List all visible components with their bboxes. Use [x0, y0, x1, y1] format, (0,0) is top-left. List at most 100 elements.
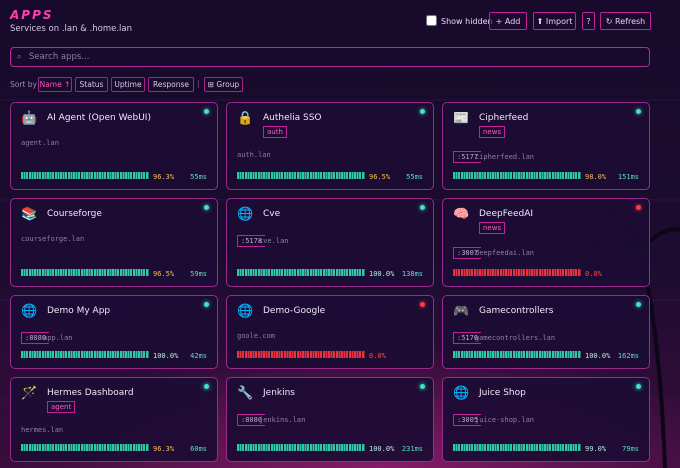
app-host: hermes.lan: [21, 426, 64, 434]
sort-button[interactable]: Uptime: [111, 77, 145, 92]
status-dot: [204, 109, 209, 114]
status-dot: [636, 384, 641, 389]
app-host: gamecontrollers.lan: [475, 334, 556, 342]
sort-button[interactable]: Status: [75, 77, 108, 92]
app-icon: 🔧: [237, 386, 254, 401]
app-port: :3007: [453, 247, 482, 259]
status-dot: [636, 109, 641, 114]
app-host: jenkins.lan: [259, 416, 306, 424]
app-icon: 🪄: [21, 386, 38, 401]
app-card[interactable]: 🔒 Authelia SSO auth auth.lan 96.5% 55ms: [226, 102, 434, 190]
uptime-percent: 96.5%: [153, 270, 175, 278]
uptime-percent: 96.3%: [153, 445, 175, 453]
app-name: AI Agent (Open WebUI): [47, 113, 151, 123]
status-dot: [636, 205, 641, 210]
import-button[interactable]: ⬆ Import: [533, 12, 576, 30]
uptime-bar: [21, 444, 149, 451]
uptime-percent: 100.0%: [153, 352, 179, 360]
app-host: app.lan: [43, 334, 73, 342]
help-button[interactable]: ?: [582, 12, 595, 30]
app-name: Authelia SSO: [263, 113, 322, 123]
status-dot: [204, 384, 209, 389]
app-icon: 📚: [21, 207, 38, 222]
uptime-bar: [453, 444, 581, 451]
separator: |: [197, 79, 200, 88]
status-dot: [420, 302, 425, 307]
sort-button[interactable]: Name ↑: [38, 77, 72, 92]
app-host: auth.lan: [237, 151, 271, 159]
app-name: Cipherfeed: [479, 113, 529, 123]
app-icon: 🧠: [453, 207, 470, 222]
app-host: deepfeedai.lan: [475, 249, 535, 257]
app-name: Hermes Dashboard: [47, 388, 134, 398]
app-host: courseforge.lan: [21, 235, 85, 243]
app-port: :5177: [453, 151, 482, 163]
show-hidden-label[interactable]: Show hidden: [441, 17, 493, 26]
app-card[interactable]: 🎮 Gamecontrollers:5176 gamecontrollers.lan…: [442, 295, 650, 369]
response-time: 55ms: [190, 173, 207, 181]
app-card[interactable]: 🤖 AI Agent (Open WebUI) agent.lan 96.3% 55ms: [10, 102, 218, 190]
app-name: DeepFeedAI: [479, 209, 533, 219]
search-placeholder: Search apps...: [29, 52, 90, 62]
response-time: 231ms: [401, 445, 423, 453]
app-grid: 🤖 AI Agent (Open WebUI) agent.lan 96.3% 55ms…: [10, 102, 650, 462]
app-name: Juice Shop: [479, 388, 526, 398]
uptime-percent: 0.0%: [369, 352, 386, 360]
app-name: Demo-Google: [263, 306, 326, 316]
app-name: Cve: [263, 209, 281, 219]
app-icon: 🔒: [237, 111, 254, 126]
app-card[interactable]: 📰 Cipherfeed news :5177 cipherfeed.lan 98.0% 1…: [442, 102, 650, 190]
app-name: Courseforge: [47, 209, 102, 219]
app-tag: news: [479, 126, 506, 138]
app-icon: 📰: [453, 111, 470, 126]
app-name: Gamecontrollers: [479, 306, 554, 316]
status-dot: [204, 205, 209, 210]
response-time: 162ms: [617, 352, 639, 360]
app-icon: 🌐: [453, 386, 470, 401]
uptime-percent: 100.0%: [585, 352, 611, 360]
app-host: cipherfeed.lan: [475, 153, 535, 161]
app-card[interactable]: 🌐 Demo My App:8080 app.lan 100.0% 42ms: [10, 295, 218, 369]
uptime-bar: [237, 269, 365, 276]
show-hidden-checkbox[interactable]: [426, 15, 437, 26]
response-time: 151ms: [617, 173, 639, 181]
app-card[interactable]: 🌐 Juice Shop:3005 juice-shop.lan 99.0% 79ms: [442, 377, 650, 462]
app-port: :5176: [453, 332, 482, 344]
refresh-button[interactable]: ↻ Refresh: [600, 12, 651, 30]
uptime-percent: 100.0%: [369, 445, 395, 453]
uptime-bar: [21, 172, 149, 179]
uptime-bar: [453, 172, 581, 179]
uptime-percent: 0.0%: [585, 270, 602, 278]
app-name: Demo My App: [47, 306, 111, 316]
app-icon: 🌐: [237, 304, 254, 319]
uptime-bar: [237, 444, 365, 451]
app-tag: auth: [263, 126, 287, 138]
response-time: 79ms: [622, 445, 639, 453]
response-time: 42ms: [190, 352, 207, 360]
app-host: juice-shop.lan: [475, 416, 535, 424]
app-card[interactable]: 🧠 DeepFeedAI news:3007 deepfeedai.lan 0.0%: [442, 198, 650, 287]
app-card[interactable]: 📚 Courseforge courseforge.lan 96.5% 59ms: [10, 198, 218, 287]
response-time: 138ms: [401, 270, 423, 278]
app-card[interactable]: 🌐 Demo-Google goole.com 0.0%: [226, 295, 434, 369]
uptime-bar: [453, 269, 581, 276]
sort-button[interactable]: Response: [148, 77, 194, 92]
app-host: goole.com: [237, 332, 275, 340]
status-dot: [204, 302, 209, 307]
app-card[interactable]: 🪄 Hermes Dashboard agent hermes.lan 96.3% 60m…: [10, 377, 218, 462]
app-port: :8080: [21, 332, 50, 344]
app-host: agent.lan: [21, 139, 59, 147]
app-card[interactable]: 🔧 Jenkins:8080 jenkins.lan 100.0% 231ms: [226, 377, 434, 462]
add-button[interactable]: + Add: [489, 12, 527, 30]
app-port: :3005: [453, 414, 482, 426]
search-input[interactable]: ⌕ Search apps...: [10, 47, 650, 67]
uptime-percent: 98.0%: [585, 173, 607, 181]
group-button[interactable]: ⊞ Group: [204, 77, 243, 92]
app-card[interactable]: 🌐 Cve:5178 cve.lan 100.0% 138ms: [226, 198, 434, 287]
uptime-percent: 96.3%: [153, 173, 175, 181]
app-icon: 🌐: [237, 207, 254, 222]
app-name: Jenkins: [263, 388, 296, 398]
uptime-bar: [21, 269, 149, 276]
uptime-bar: [237, 351, 365, 358]
